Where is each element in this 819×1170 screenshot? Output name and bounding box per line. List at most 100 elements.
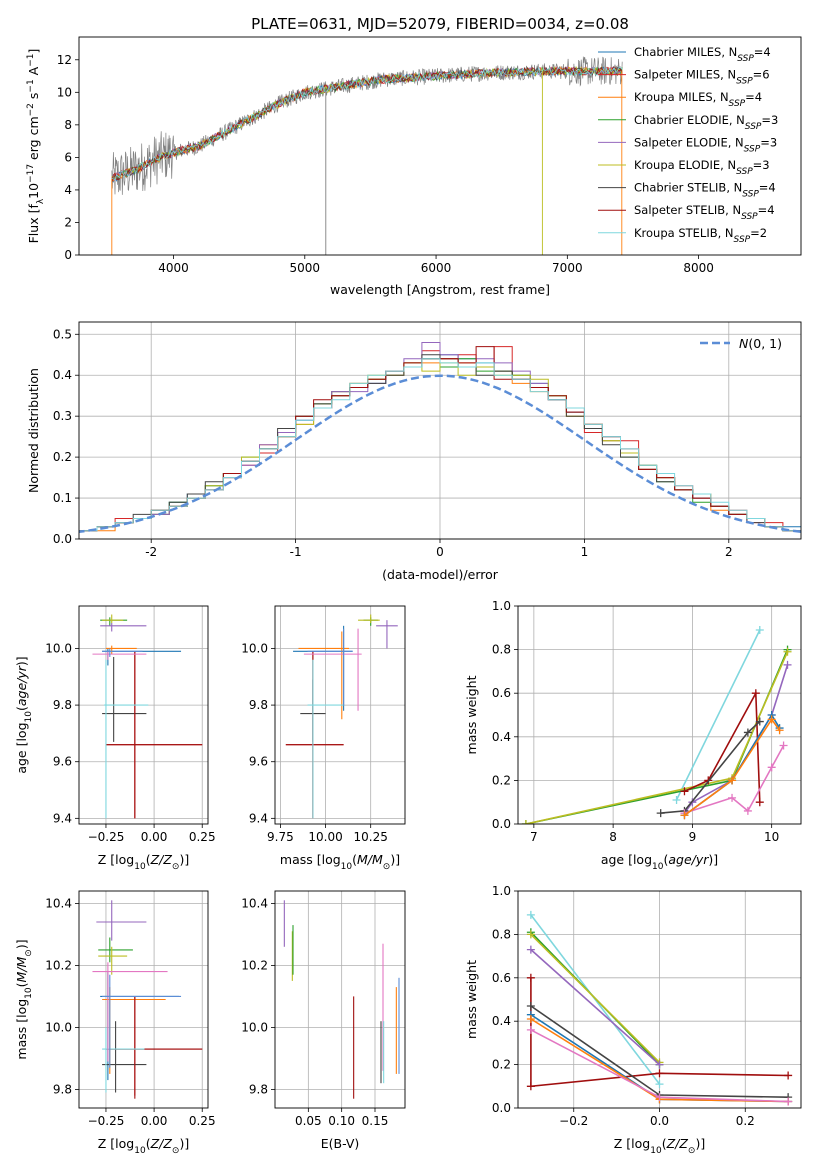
- series-marker-pink: [655, 1093, 664, 1102]
- legend-entry: Kroupa MILES, NSSP=4: [634, 90, 762, 109]
- y-tick-label: 9.6: [53, 755, 72, 769]
- y-tick-label: 10.2: [45, 958, 72, 972]
- legend-entry: Chabrier ELODIE, NSSP=3: [634, 113, 778, 132]
- legend: Chabrier MILES, NSSP=4 Salpeter MILES, NS…: [598, 45, 778, 245]
- axes-frame: [78, 890, 209, 1109]
- x-tick-label: 0.0: [650, 1114, 669, 1128]
- series-marker-kroupa_elodie: [783, 647, 792, 656]
- figure-title: PLATE=0631, MJD=52079, FIBERID=0034, z=0…: [251, 15, 629, 33]
- panel-age_vs_z: −0.25 0.00 0.25 9.4 9.6 9.8 10.0 Z [log10(Z/Z⊙)…: [14, 605, 216, 872]
- series-line-chabrier_stelib: [660, 720, 761, 814]
- axes-frame: [274, 605, 406, 825]
- y-tick-label: 0.8: [492, 927, 511, 941]
- y-tick-label: 1.0: [492, 599, 511, 613]
- axes-frame: [517, 890, 802, 1109]
- normal-curve: [79, 374, 801, 534]
- series-marker-kroupa_miles: [680, 811, 689, 820]
- series-marker-chabrier_stelib: [755, 717, 764, 726]
- series-marker-kroupa_stelib: [655, 1080, 664, 1089]
- x-tick-label: 0: [436, 545, 444, 559]
- y-tick-label: 0.2: [492, 1058, 511, 1072]
- legend-entry: Kroupa ELODIE, NSSP=3: [634, 158, 770, 177]
- panel-residuals: -2 -1 0 1 2 0.0 0.1 0.2 0.3 0.4 0.5 (data-model)/er…: [26, 321, 802, 582]
- y-tick-label: 10.0: [241, 1020, 268, 1034]
- model-spectrum-kroupa_elodie: [111, 65, 623, 180]
- x-tick-label: 0.15: [362, 1114, 389, 1128]
- y-tick-label: 4: [64, 183, 72, 197]
- x-tick-label: −0.25: [88, 1114, 125, 1128]
- y-axis-label: Normed distribution: [26, 368, 41, 493]
- series-line-pink: [684, 745, 785, 814]
- x-axis-label: (data-model)/error: [382, 567, 499, 582]
- model-spectrum-kroupa_stelib: [111, 66, 623, 181]
- axes-frame: [517, 605, 802, 825]
- series-marker-salpeter_stelib: [784, 1071, 793, 1080]
- y-tick-label: 0: [64, 248, 72, 262]
- axes-frame: [78, 605, 209, 825]
- x-tick-label: 9.75: [267, 830, 294, 844]
- x-axis-label: E(B-V): [321, 1136, 360, 1151]
- y-tick-label: 0.4: [492, 1014, 511, 1028]
- legend-entry: Chabrier STELIB, NSSP=4: [634, 181, 776, 200]
- plot-area: [79, 342, 801, 534]
- y-axis-label: Flux [fλ10−17 erg cm−2 s−1 A−1]: [26, 49, 46, 244]
- x-tick-label: 0.25: [189, 1114, 216, 1128]
- series-marker-kroupa_stelib: [672, 796, 681, 805]
- x-tick-label: 8: [609, 830, 617, 844]
- series-marker-chabrier_stelib: [656, 809, 665, 818]
- y-tick-label: 9.8: [249, 698, 268, 712]
- y-tick-label: 0.5: [53, 327, 72, 341]
- y-tick-label: 0.3: [53, 409, 72, 423]
- series-marker-kroupa_stelib: [755, 625, 764, 634]
- histogram-kroupa_stelib: [79, 358, 801, 532]
- x-tick-label: 10: [764, 830, 779, 844]
- x-tick-label: 0.25: [189, 830, 216, 844]
- series-line-kroupa_miles: [684, 717, 781, 816]
- x-tick-label: 5000: [290, 261, 321, 275]
- series-line-salpeter_elodie: [530, 949, 661, 1066]
- panel-mass_vs_z: −0.25 0.00 0.25 9.8 10.0 10.2 10.4 Z [log10(Z/Z…: [14, 890, 216, 1156]
- x-tick-label: 7: [530, 830, 538, 844]
- x-axis-label: Z [log10(Z/Z⊙)]: [614, 1136, 705, 1156]
- y-tick-label: 0.2: [492, 773, 511, 787]
- series-marker-pink: [767, 763, 776, 772]
- x-axis-label: wavelength [Angstrom, rest frame]: [330, 282, 550, 297]
- y-tick-label: 0.6: [492, 971, 511, 985]
- y-tick-label: 12: [57, 53, 72, 67]
- plot-area: [283, 900, 400, 1099]
- series-marker-chabrier_stelib: [526, 1002, 535, 1011]
- x-tick-label: 2: [725, 545, 733, 559]
- y-tick-label: 2: [64, 215, 72, 229]
- series-line-salpeter_stelib: [684, 690, 761, 803]
- series-marker-kroupa_miles: [728, 776, 737, 785]
- x-tick-label: 0.2: [736, 1114, 755, 1128]
- y-tick-label: 10.0: [45, 641, 72, 655]
- x-tick-label: -1: [290, 545, 302, 559]
- series-marker-salpeter_stelib: [526, 973, 535, 982]
- y-tick-label: 0.0: [53, 532, 72, 546]
- model-spectrum-chabrier_stelib: [111, 66, 623, 183]
- y-axis-label: mass weight: [464, 960, 479, 1039]
- y-tick-label: 10: [57, 85, 72, 99]
- x-axis-label: age [log10(age/yr)]: [601, 852, 718, 872]
- series-marker-salpeter_stelib: [755, 798, 764, 807]
- x-tick-label: -2: [145, 545, 157, 559]
- legend-entry: N(0, 1): [739, 336, 782, 351]
- plot-area: [526, 910, 793, 1106]
- y-tick-label: 9.4: [249, 811, 268, 825]
- plot-area: [92, 614, 203, 819]
- panel-age_vs_mass: 9.75 10.00 10.25 9.4 9.6 9.8 10.0 mass [log10(M…: [241, 605, 406, 872]
- x-tick-label: 0.10: [328, 1114, 355, 1128]
- y-tick-label: 1.0: [492, 884, 511, 898]
- x-tick-label: 6000: [421, 261, 452, 275]
- x-tick-label: 8000: [683, 261, 714, 275]
- series-marker-pink: [743, 806, 752, 815]
- x-axis-label: Z [log10(Z/Z⊙)]: [98, 1136, 189, 1156]
- series-marker-kroupa_stelib: [526, 910, 535, 919]
- series-marker-kroupa_elodie: [526, 930, 535, 939]
- y-tick-label: 0.1: [53, 491, 72, 505]
- plot-area: [92, 900, 203, 1099]
- y-tick-label: 9.4: [53, 811, 72, 825]
- legend-entry: Salpeter STELIB, NSSP=4: [634, 203, 775, 222]
